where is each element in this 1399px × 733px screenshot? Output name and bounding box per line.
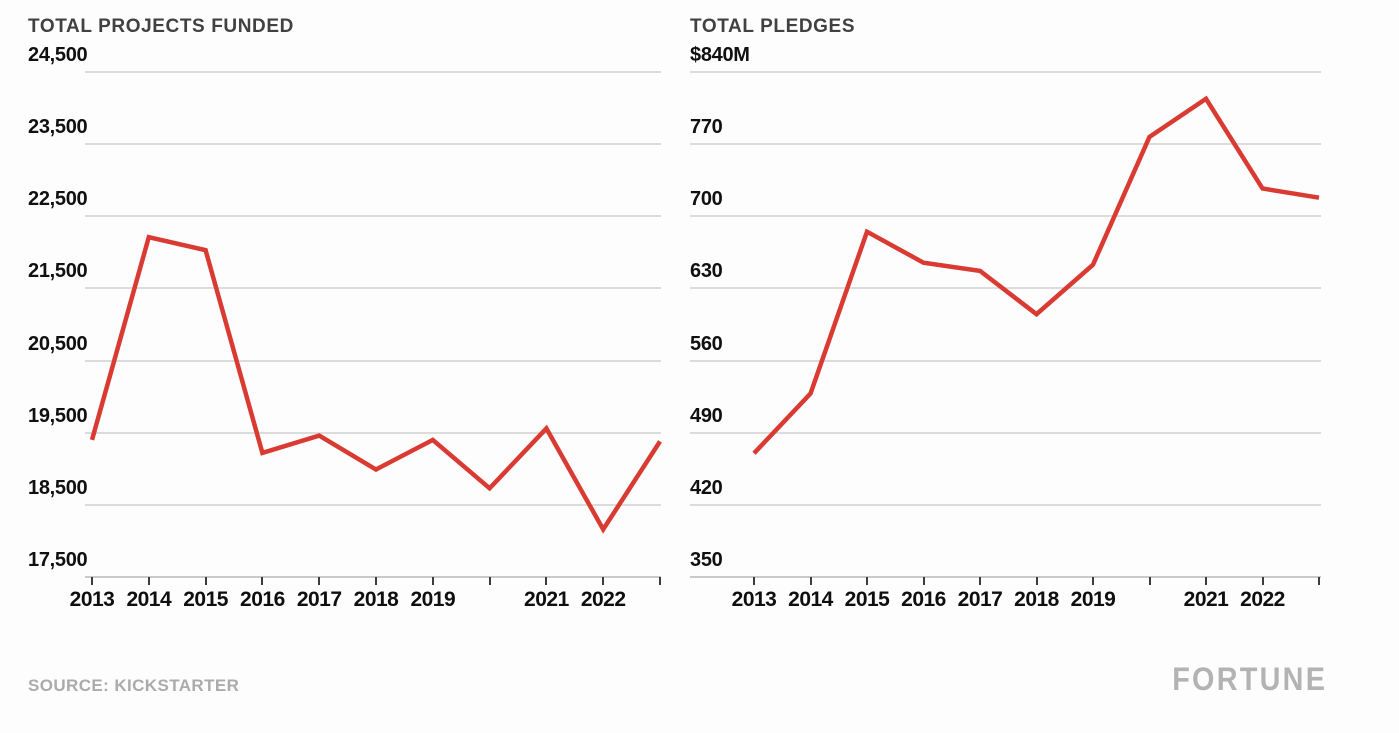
x-axis-tick bbox=[1318, 577, 1320, 585]
x-axis-label: 2019 bbox=[410, 588, 456, 611]
chart-title: TOTAL PROJECTS FUNDED bbox=[28, 16, 294, 37]
y-axis-label: 350 bbox=[690, 549, 723, 571]
x-axis-label: 2021 bbox=[1183, 588, 1229, 611]
fortune-logo: FORTUNE bbox=[1172, 661, 1327, 697]
y-axis-label: 700 bbox=[690, 188, 723, 211]
x-axis-label: 2013 bbox=[69, 588, 115, 611]
x-axis-tick bbox=[659, 577, 661, 585]
data-line bbox=[752, 95, 1320, 455]
y-axis-label: 20,500 bbox=[28, 332, 88, 355]
gridline bbox=[85, 287, 661, 290]
x-axis-tick bbox=[488, 577, 491, 585]
x-axis-tick bbox=[809, 577, 812, 585]
y-axis-label: 630 bbox=[690, 260, 723, 283]
gridline bbox=[690, 576, 1321, 578]
y-axis-label: 21,500 bbox=[28, 260, 88, 283]
y-axis-label: 490 bbox=[690, 404, 723, 427]
y-axis-label: $840M bbox=[690, 44, 750, 66]
x-axis-label: 2018 bbox=[1014, 588, 1059, 611]
x-axis-label: 2015 bbox=[183, 588, 228, 611]
x-axis-tick bbox=[753, 577, 755, 585]
x-axis-tick bbox=[1148, 577, 1151, 585]
gridline bbox=[85, 359, 661, 362]
x-axis-tick bbox=[545, 577, 548, 585]
gridline bbox=[690, 359, 1321, 362]
x-axis-label: 2015 bbox=[844, 588, 890, 611]
data-line bbox=[89, 234, 662, 534]
x-axis-tick bbox=[375, 577, 377, 585]
y-axis-label: 23,500 bbox=[28, 116, 88, 139]
x-axis-tick bbox=[602, 577, 605, 585]
x-axis-tick bbox=[91, 577, 93, 585]
gridline bbox=[85, 143, 661, 146]
y-axis-label: 420 bbox=[690, 476, 723, 499]
x-axis-label: 2017 bbox=[957, 588, 1003, 611]
y-axis-label: 19,500 bbox=[28, 404, 88, 427]
gridline bbox=[690, 71, 1321, 73]
x-axis-label: 2017 bbox=[296, 588, 342, 611]
x-axis-tick bbox=[922, 577, 925, 585]
x-axis-tick bbox=[979, 577, 981, 585]
x-axis-tick bbox=[1205, 577, 1207, 585]
chart-title: TOTAL PLEDGES bbox=[690, 16, 856, 37]
gridline bbox=[85, 71, 661, 73]
gridline bbox=[85, 576, 661, 578]
gridline bbox=[85, 431, 661, 434]
x-axis-tick bbox=[431, 577, 434, 585]
x-axis-label: 2021 bbox=[524, 588, 569, 611]
x-axis-label: 2022 bbox=[580, 588, 626, 611]
x-axis-label: 2016 bbox=[240, 588, 285, 611]
source-credit: SOURCE: KICKSTARTER bbox=[28, 676, 240, 695]
y-axis-label: 22,500 bbox=[28, 188, 88, 211]
y-axis-label: 560 bbox=[690, 332, 723, 355]
x-axis-label: 2013 bbox=[731, 588, 777, 611]
x-axis-tick bbox=[1261, 577, 1264, 585]
x-axis-label: 2022 bbox=[1240, 588, 1285, 611]
gridline bbox=[85, 503, 661, 506]
x-axis-tick bbox=[866, 577, 868, 585]
x-axis-tick bbox=[147, 577, 150, 585]
x-axis-tick bbox=[204, 577, 207, 585]
y-axis-label: 24,500 bbox=[28, 44, 88, 66]
gridline bbox=[690, 503, 1321, 506]
gridline bbox=[85, 215, 661, 218]
x-axis-label: 2019 bbox=[1070, 588, 1116, 611]
x-axis-label: 2018 bbox=[353, 588, 399, 611]
y-axis-label: 17,500 bbox=[28, 549, 88, 571]
gridline bbox=[690, 143, 1321, 146]
x-axis-tick bbox=[1035, 577, 1038, 585]
x-axis-label: 2014 bbox=[788, 588, 833, 611]
x-axis-label: 2016 bbox=[901, 588, 946, 611]
x-axis-tick bbox=[1092, 577, 1094, 585]
gridline bbox=[690, 215, 1321, 218]
y-axis-label: 18,500 bbox=[28, 476, 88, 499]
gridline bbox=[690, 431, 1321, 434]
x-axis-label: 2014 bbox=[126, 588, 172, 611]
x-axis-tick bbox=[318, 577, 321, 585]
x-axis-tick bbox=[261, 577, 264, 585]
y-axis-label: 770 bbox=[690, 116, 723, 139]
